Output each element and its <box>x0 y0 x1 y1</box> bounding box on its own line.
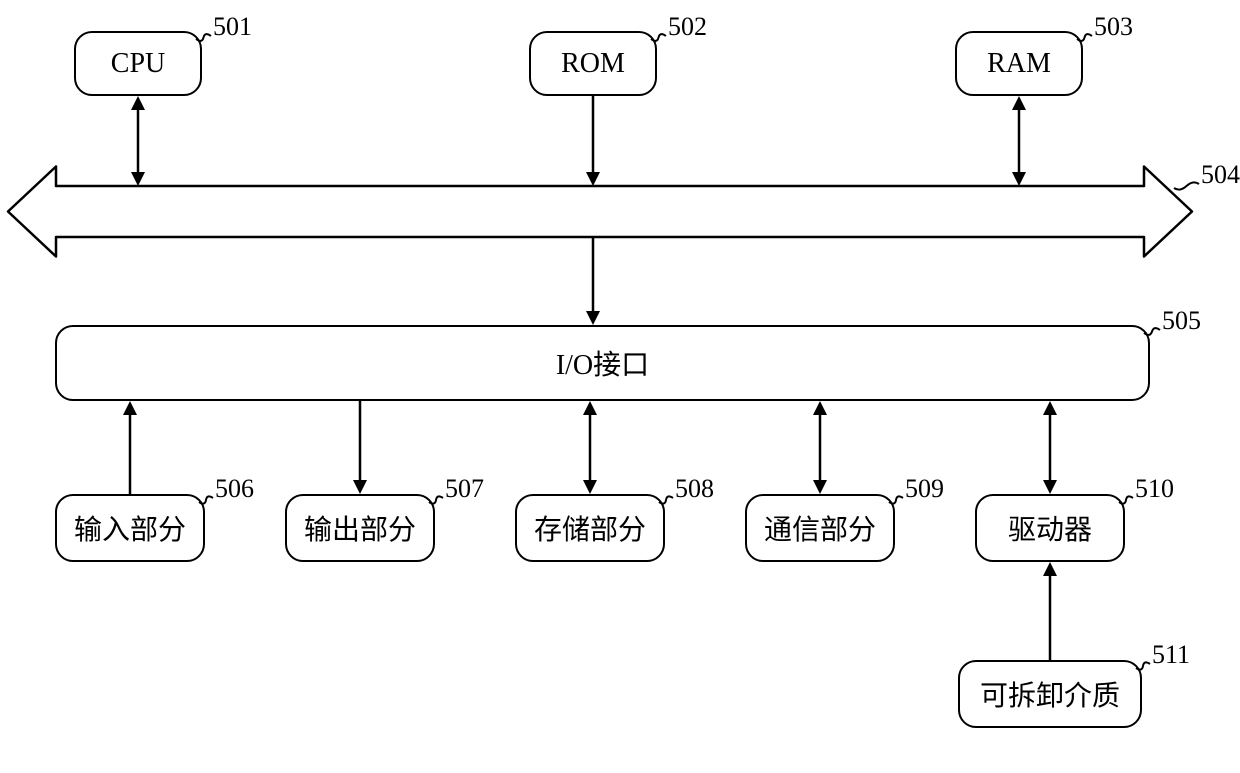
node-cpu-label: CPU <box>111 48 165 80</box>
node-output-label: 输出部分 <box>304 508 416 548</box>
node-input-label: 输入部分 <box>74 508 186 548</box>
ref-501: 501 <box>213 12 252 42</box>
node-storage: 存储部分 <box>515 494 665 562</box>
ref-506: 506 <box>215 474 254 504</box>
ref-511: 511 <box>1152 640 1190 670</box>
ref-505: 505 <box>1162 306 1201 336</box>
ref-503: 503 <box>1094 12 1133 42</box>
node-io: I/O接口 <box>55 325 1150 401</box>
node-comm: 通信部分 <box>745 494 895 562</box>
node-ram-label: RAM <box>987 48 1051 80</box>
ref-510: 510 <box>1135 474 1174 504</box>
ref-507: 507 <box>445 474 484 504</box>
ref-504: 504 <box>1201 160 1240 190</box>
ref-508: 508 <box>675 474 714 504</box>
ref-502: 502 <box>668 12 707 42</box>
ref-509: 509 <box>905 474 944 504</box>
node-removable-label: 可拆卸介质 <box>980 674 1120 714</box>
node-storage-label: 存储部分 <box>534 508 646 548</box>
node-comm-label: 通信部分 <box>764 508 876 548</box>
node-output: 输出部分 <box>285 494 435 562</box>
node-cpu: CPU <box>74 31 202 96</box>
node-rom: ROM <box>529 31 657 96</box>
node-rom-label: ROM <box>561 48 625 80</box>
node-ram: RAM <box>955 31 1083 96</box>
node-driver-label: 驱动器 <box>1008 508 1092 548</box>
node-driver: 驱动器 <box>975 494 1125 562</box>
node-io-label: I/O接口 <box>556 343 649 383</box>
node-input: 输入部分 <box>55 494 205 562</box>
node-removable: 可拆卸介质 <box>958 660 1142 728</box>
